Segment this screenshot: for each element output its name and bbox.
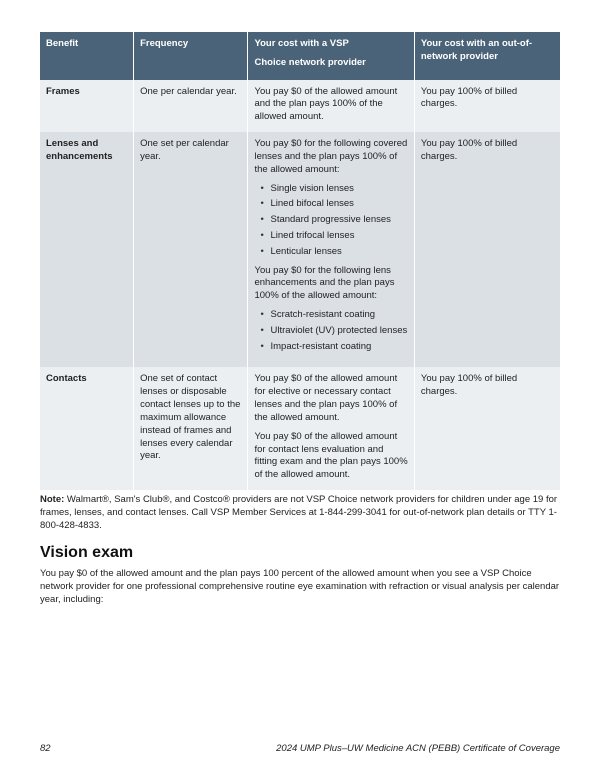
col-frequency: Frequency	[134, 32, 248, 80]
note-paragraph: Note: Walmart®, Sam's Club®, and Costco®…	[40, 494, 560, 532]
lenses-intro: You pay $0 for the following covered len…	[254, 138, 407, 176]
list-item: Impact-resistant coating	[258, 341, 407, 354]
cell-vsp: You pay $0 of the allowed amount for ele…	[248, 367, 414, 490]
cell-vsp: You pay $0 for the following covered len…	[248, 132, 414, 367]
cell-frequency: One set per calendar year.	[134, 132, 248, 367]
list-item: Scratch-resistant coating	[258, 309, 407, 322]
cell-vsp: You pay $0 of the allowed amount and the…	[248, 80, 414, 132]
cell-benefit: Contacts	[40, 367, 134, 490]
lenses-intro-2: You pay $0 for the following lens enhanc…	[254, 265, 407, 303]
list-item: Single vision lenses	[258, 183, 407, 196]
cell-oon: You pay 100% of billed charges.	[414, 132, 560, 367]
note-label: Note:	[40, 494, 64, 505]
list-item: Lined trifocal lenses	[258, 230, 407, 243]
contacts-p2: You pay $0 of the allowed amount for con…	[254, 431, 407, 482]
table-row: Lenses and enhancements One set per cale…	[40, 132, 560, 367]
header-row: Benefit Frequency Your cost with a VSP C…	[40, 32, 560, 80]
benefits-table: Benefit Frequency Your cost with a VSP C…	[40, 32, 560, 490]
cell-benefit: Frames	[40, 80, 134, 132]
col-vsp: Your cost with a VSP Choice network prov…	[248, 32, 414, 80]
section-heading-vision-exam: Vision exam	[40, 542, 560, 564]
list-item: Lined bifocal lenses	[258, 198, 407, 211]
doc-title: 2024 UMP Plus–UW Medicine ACN (PEBB) Cer…	[276, 743, 560, 756]
lenses-list-2: Scratch-resistant coating Ultraviolet (U…	[254, 309, 407, 353]
col-benefit: Benefit	[40, 32, 134, 80]
cell-oon: You pay 100% of billed charges.	[414, 80, 560, 132]
list-item: Ultraviolet (UV) protected lenses	[258, 325, 407, 338]
cell-frequency: One per calendar year.	[134, 80, 248, 132]
cell-benefit: Lenses and enhancements	[40, 132, 134, 367]
table-row: Contacts One set of contact lenses or di…	[40, 367, 560, 490]
list-item: Lenticular lenses	[258, 246, 407, 259]
page-footer: 82 2024 UMP Plus–UW Medicine ACN (PEBB) …	[40, 743, 560, 756]
note-text: Walmart®, Sam's Club®, and Costco® provi…	[40, 494, 557, 531]
vision-exam-body: You pay $0 of the allowed amount and the…	[40, 568, 560, 606]
col-vsp-line2: Choice network provider	[254, 57, 407, 70]
page-number: 82	[40, 743, 51, 756]
lenses-list-1: Single vision lenses Lined bifocal lense…	[254, 183, 407, 259]
cell-frequency: One set of contact lenses or disposable …	[134, 367, 248, 490]
cell-oon: You pay 100% of billed charges.	[414, 367, 560, 490]
col-vsp-line1: Your cost with a VSP	[254, 38, 407, 51]
contacts-p1: You pay $0 of the allowed amount for ele…	[254, 373, 407, 424]
list-item: Standard progressive lenses	[258, 214, 407, 227]
table-row: Frames One per calendar year. You pay $0…	[40, 80, 560, 132]
col-oon: Your cost with an out-of-network provide…	[414, 32, 560, 80]
